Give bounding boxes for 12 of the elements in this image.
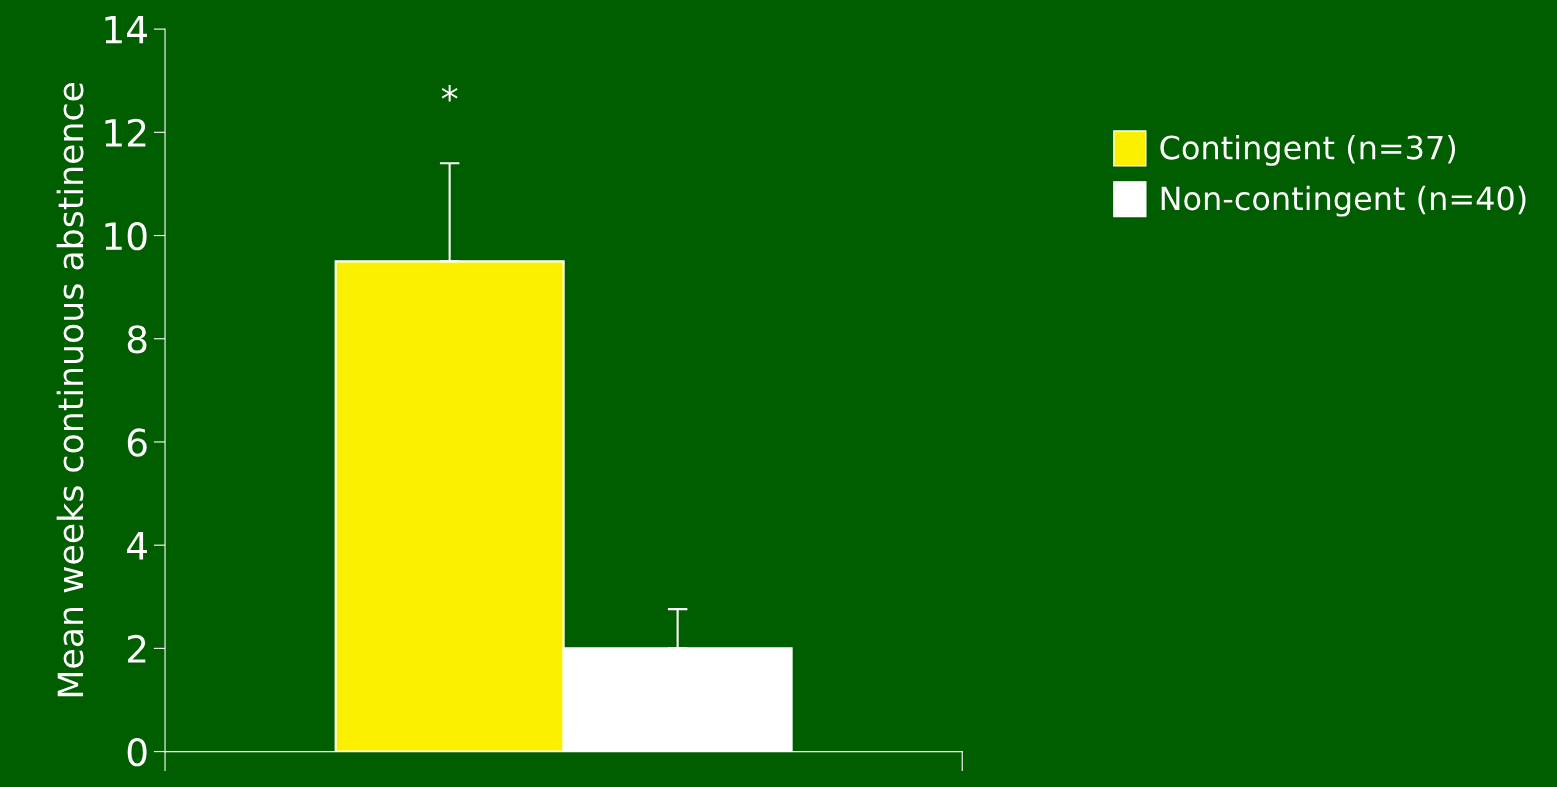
annotation: * (441, 85, 458, 102)
legend-label: Non-contingent (n=40) (1161, 185, 1526, 217)
y-tick-label: 10 (105, 221, 147, 251)
y-tick-label: 8 (127, 325, 147, 354)
y-tick-label: 14 (105, 16, 147, 44)
y-tick-label: 0 (127, 738, 147, 767)
y-tick-label: 6 (127, 428, 147, 457)
legend-label: Contingent (n=37) (1160, 134, 1456, 166)
y-tick-label: 2 (127, 634, 146, 663)
y-tick-label: 4 (127, 532, 147, 560)
y-tick-label: 12 (105, 118, 146, 147)
y-axis-title: Mean weeks continuous abstinence (56, 82, 84, 697)
